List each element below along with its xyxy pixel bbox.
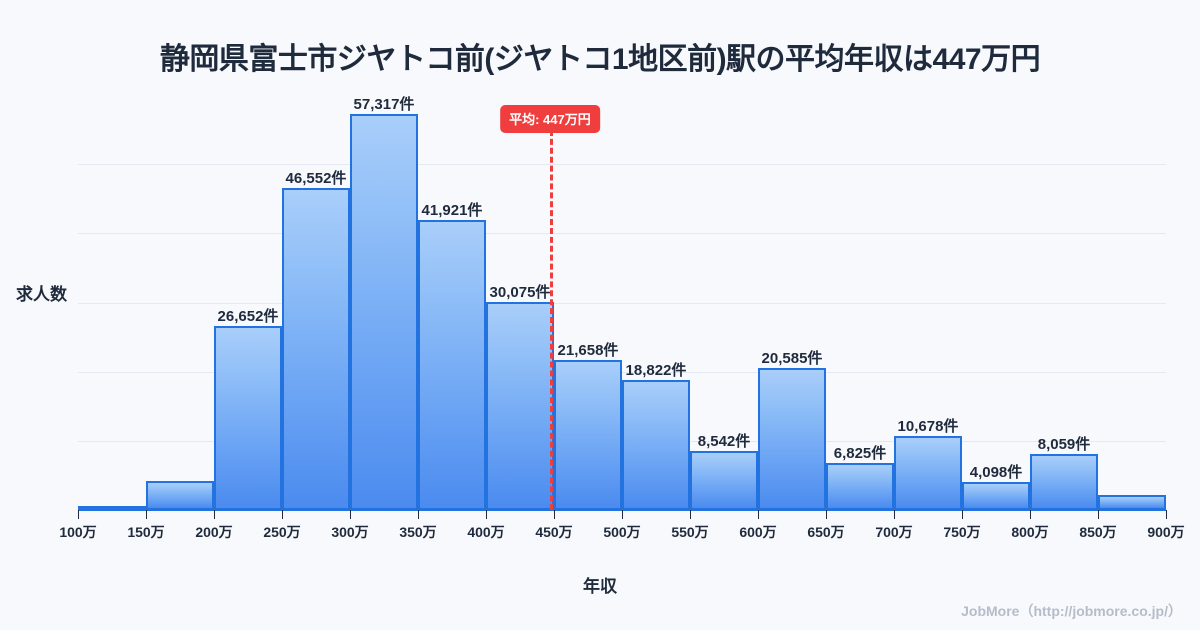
x-axis-tick: [350, 510, 351, 519]
x-axis-tick: [214, 510, 215, 519]
x-axis-tick-label: 250万: [263, 524, 301, 540]
bar-value-label: 26,652件: [217, 307, 279, 325]
x-axis-tick-label: 150万: [127, 524, 165, 540]
gridline: [78, 233, 1166, 235]
x-axis-tick-label: 350万: [399, 524, 437, 540]
bar-value-label: 6,825件: [833, 444, 887, 462]
y-axis-title: 求人数: [16, 285, 67, 304]
x-axis-tick: [1098, 510, 1099, 519]
bar-value-label: 10,678件: [897, 418, 959, 436]
plot-area: 26,652件 46,552件 57,317件 41,921件 30,075件 21,65…: [78, 95, 1166, 510]
x-axis-tick-label: 650万: [807, 524, 845, 540]
gridline: [78, 164, 1166, 166]
gridline: [78, 302, 1166, 304]
x-axis-tick: [962, 510, 963, 519]
bar-value-label: 57,317件: [353, 95, 415, 113]
x-axis-tick-label: 750万: [943, 524, 981, 540]
bar: [758, 367, 826, 510]
bar-value-label: 8,542件: [697, 432, 751, 450]
x-axis-tick-label: 500万: [603, 524, 641, 540]
bar-value-label: 41,921件: [421, 202, 483, 220]
x-axis-tick-label: 400万: [467, 524, 505, 540]
bar: [690, 450, 758, 510]
bar-value-label: 21,658件: [557, 342, 619, 360]
x-axis-tick: [622, 510, 623, 519]
bar-value-label: 20,585件: [761, 349, 823, 367]
x-axis-tick: [486, 510, 487, 519]
x-axis-tick: [1166, 510, 1167, 519]
x-axis-tick: [690, 510, 691, 519]
footer-credit: JobMore（http://jobmore.co.jp/）: [961, 603, 1182, 619]
bar: [894, 436, 962, 510]
bar-value-label: 30,075件: [489, 283, 551, 301]
x-axis-tick: [826, 510, 827, 519]
x-axis-tick-label: 850万: [1079, 524, 1117, 540]
average-line: [549, 130, 553, 510]
x-axis-tick-label: 450万: [535, 524, 573, 540]
x-axis-title: 年収: [583, 577, 617, 596]
x-axis-tick: [282, 510, 283, 519]
bar: [214, 325, 282, 510]
x-axis-tick: [894, 510, 895, 519]
bar: [622, 379, 690, 510]
x-axis-tick: [78, 510, 79, 519]
x-axis-tick-label: 550万: [671, 524, 709, 540]
x-axis-tick-label: 600万: [739, 524, 777, 540]
chart-title: 静岡県富士市ジヤトコ前(ジヤトコ1地区前)駅の平均年収は447万円: [159, 43, 1041, 76]
x-axis-tick: [1030, 510, 1031, 519]
bar-value-label: 4,098件: [969, 463, 1023, 481]
bar: [962, 481, 1030, 510]
bar: [486, 301, 554, 510]
x-axis-tick-label: 300万: [331, 524, 369, 540]
bar: [78, 506, 146, 510]
bar-value-label: 46,552件: [285, 170, 347, 187]
bar: [1098, 495, 1166, 510]
x-axis-tick-label: 900万: [1147, 524, 1185, 540]
bar: [1030, 454, 1098, 510]
x-axis-tick: [418, 510, 419, 519]
bar: [350, 113, 418, 510]
bar: [418, 220, 486, 510]
x-axis-tick-label: 700万: [875, 524, 913, 540]
x-axis-tick: [758, 510, 759, 519]
x-axis-tick-label: 100万: [59, 524, 97, 540]
average-badge: 平均: 447万円: [500, 105, 600, 133]
bars-layer: 26,652件 46,552件 57,317件 41,921件 30,075件 21,65…: [78, 95, 1166, 510]
bar: [146, 480, 214, 510]
x-axis-tick: [554, 510, 555, 519]
x-axis-tick-label: 800万: [1011, 524, 1049, 540]
bar-value-label: 18,822件: [625, 361, 687, 379]
gridline: [78, 371, 1166, 373]
x-axis-tick: [146, 510, 147, 519]
bar-value-label: 8,059件: [1037, 436, 1091, 454]
bar: [282, 188, 350, 510]
bar: [826, 462, 894, 510]
x-axis-tick-label: 200万: [195, 524, 233, 540]
bar: [554, 360, 622, 510]
